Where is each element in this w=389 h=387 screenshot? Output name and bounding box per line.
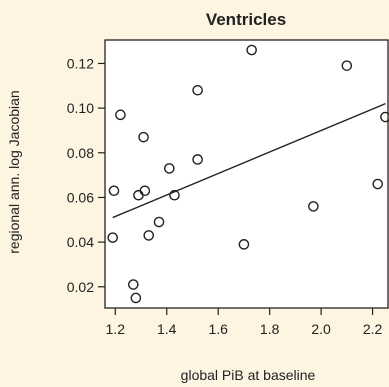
x-tick-label: 1.8 bbox=[260, 321, 280, 337]
data-point bbox=[139, 185, 151, 197]
data-point bbox=[246, 44, 257, 56]
data-point bbox=[153, 216, 165, 228]
x-tick-label: 1.6 bbox=[208, 321, 228, 337]
data-point bbox=[127, 279, 139, 290]
y-tick-label: 0.02 bbox=[67, 279, 94, 295]
data-point bbox=[238, 239, 250, 250]
data-point bbox=[107, 232, 119, 243]
data-point bbox=[192, 84, 203, 96]
y-axis-label: regional ann. log Jacobian bbox=[6, 90, 22, 253]
x-tick-label: 2.2 bbox=[363, 321, 383, 337]
y-tick-label: 0.12 bbox=[67, 55, 94, 71]
x-tick-label: 1.4 bbox=[157, 321, 177, 337]
x-axis-label: global PiB at baseline bbox=[181, 367, 316, 383]
y-tick-label: 0.10 bbox=[67, 100, 94, 116]
data-point bbox=[380, 111, 389, 123]
x-tick-label: 2.0 bbox=[311, 321, 331, 337]
chart-title: Ventricles bbox=[206, 10, 286, 29]
y-axis: 0.02 0.04 0.06 0.08 0.10 0.12 bbox=[67, 55, 105, 295]
data-point bbox=[372, 178, 384, 190]
data-point bbox=[192, 154, 203, 165]
data-point bbox=[138, 131, 149, 143]
data-points bbox=[107, 44, 389, 304]
plot-area bbox=[104, 39, 389, 309]
data-point bbox=[164, 163, 175, 174]
y-tick-label: 0.06 bbox=[67, 189, 94, 205]
data-point bbox=[108, 185, 120, 197]
y-tick-label: 0.08 bbox=[67, 145, 94, 161]
data-point bbox=[169, 189, 180, 201]
data-point bbox=[341, 60, 353, 71]
x-axis: 1.2 1.4 1.6 1.8 2.0 2.2 bbox=[106, 308, 383, 337]
x-tick-label: 1.2 bbox=[106, 321, 126, 337]
data-point bbox=[308, 201, 319, 212]
data-point bbox=[115, 109, 126, 121]
data-point bbox=[130, 292, 142, 304]
y-tick-label: 0.04 bbox=[67, 234, 94, 250]
data-point bbox=[143, 230, 155, 241]
regression-line bbox=[112, 103, 386, 219]
